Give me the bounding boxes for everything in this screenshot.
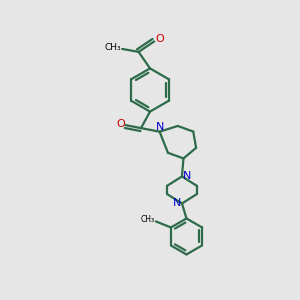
Text: O: O [116,118,125,129]
Text: N: N [155,122,164,132]
Text: O: O [155,34,164,44]
Text: N: N [173,198,181,208]
Text: N: N [183,171,191,182]
Text: CH₃: CH₃ [140,214,154,224]
Text: CH₃: CH₃ [105,43,122,52]
